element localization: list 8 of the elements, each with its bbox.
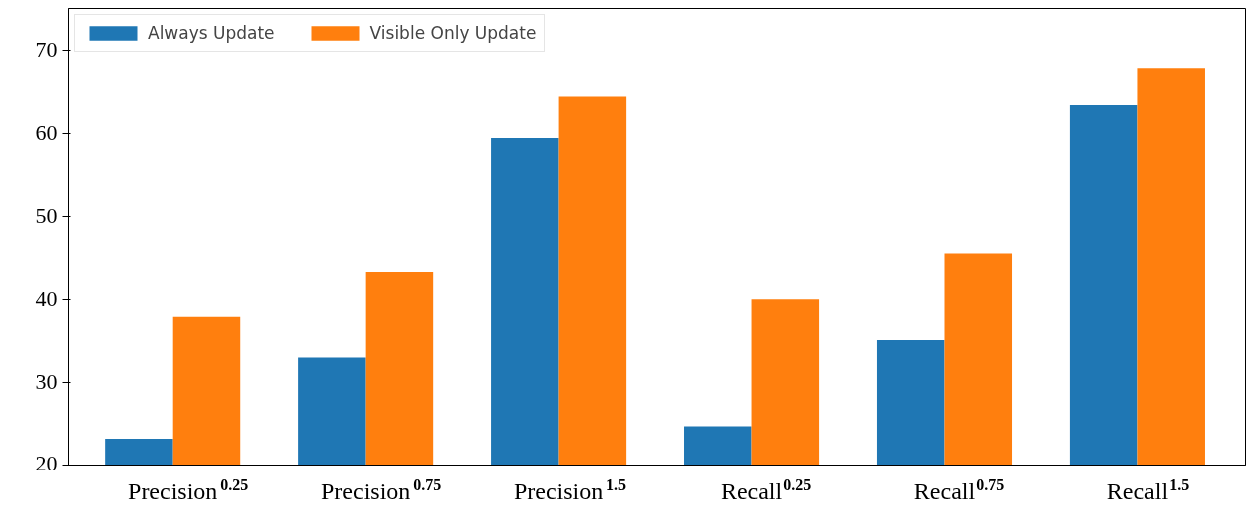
legend-label: Always Update (148, 23, 275, 43)
legend-label: Visible Only Update (369, 23, 537, 43)
y-tick-label: 20 (35, 450, 58, 476)
y-tick-label: 40 (35, 286, 58, 312)
y-tick-label: 30 (35, 369, 58, 395)
y-tick-label: 60 (35, 120, 58, 146)
y-tick-label: 50 (35, 203, 58, 229)
y-tick-label: 70 (35, 37, 58, 63)
